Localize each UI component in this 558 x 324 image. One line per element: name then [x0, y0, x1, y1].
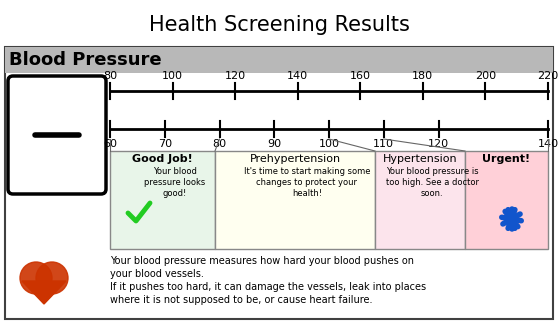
Text: If it pushes too hard, it can damage the vessels, leak into places
where it is n: If it pushes too hard, it can damage the… [110, 282, 426, 305]
Text: Health Screening Results: Health Screening Results [148, 15, 410, 35]
Text: Good Job!: Good Job! [132, 154, 193, 164]
Text: Prehypertension: Prehypertension [249, 154, 340, 164]
Text: 100: 100 [162, 71, 183, 81]
Text: Your blood pressure measures how hard your blood pushes on
your blood vessels.: Your blood pressure measures how hard yo… [110, 256, 414, 279]
FancyBboxPatch shape [8, 76, 106, 194]
FancyBboxPatch shape [375, 151, 465, 249]
FancyBboxPatch shape [110, 151, 215, 249]
Text: Your blood pressure is
too high. See a doctor
soon.: Your blood pressure is too high. See a d… [386, 167, 479, 198]
Text: Hypertension: Hypertension [383, 154, 458, 164]
Text: It's time to start making some
changes to protect your
health!: It's time to start making some changes t… [244, 167, 371, 198]
FancyBboxPatch shape [215, 151, 375, 249]
Circle shape [20, 262, 52, 294]
Text: 120: 120 [224, 71, 246, 81]
Text: 200: 200 [475, 71, 496, 81]
FancyBboxPatch shape [5, 47, 553, 73]
Text: 90: 90 [267, 139, 281, 149]
Text: 220: 220 [537, 71, 558, 81]
Text: 60: 60 [103, 139, 117, 149]
Text: 80: 80 [103, 71, 117, 81]
Text: 70: 70 [158, 139, 172, 149]
Text: Your blood
pressure looks
good!: Your blood pressure looks good! [144, 167, 205, 198]
Text: 140: 140 [537, 139, 558, 149]
Polygon shape [22, 281, 66, 304]
Text: 80: 80 [213, 139, 227, 149]
Text: 110: 110 [373, 139, 395, 149]
Text: 140: 140 [287, 71, 308, 81]
Text: 160: 160 [350, 71, 371, 81]
Text: 100: 100 [319, 139, 339, 149]
Text: 120: 120 [428, 139, 449, 149]
FancyBboxPatch shape [5, 47, 553, 319]
Circle shape [36, 262, 68, 294]
Text: 180: 180 [412, 71, 434, 81]
FancyBboxPatch shape [465, 151, 548, 249]
Text: Urgent!: Urgent! [483, 154, 531, 164]
Text: Blood Pressure: Blood Pressure [9, 51, 162, 69]
